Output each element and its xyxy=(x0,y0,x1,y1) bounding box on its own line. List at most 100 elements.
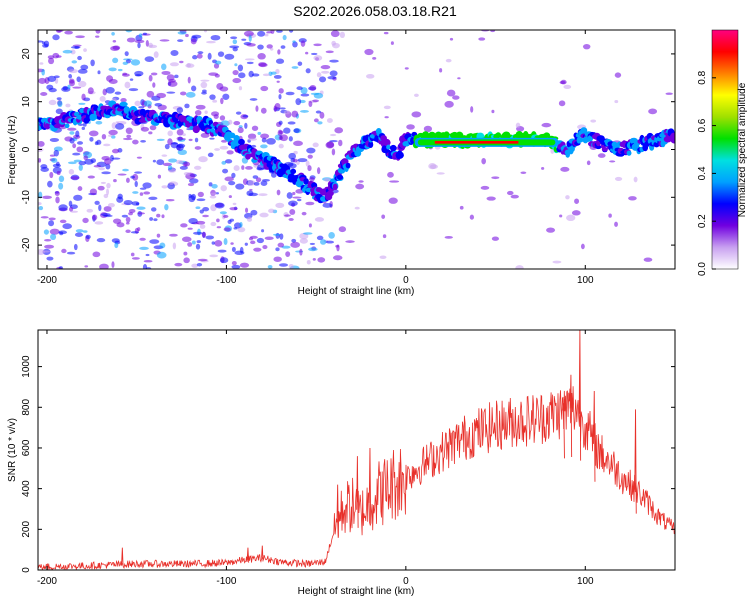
spectrogram-blob xyxy=(134,180,138,188)
spectrogram-blob xyxy=(149,125,157,131)
spectrogram-blob xyxy=(278,143,284,149)
spectrogram-ridge-cell xyxy=(64,123,70,129)
spectrogram-blob xyxy=(82,217,89,224)
spectrogram-ridge-cell xyxy=(577,137,584,143)
spectrogram-blob xyxy=(191,34,202,39)
spectrogram-blob xyxy=(280,45,286,49)
spectrogram-blob xyxy=(107,203,115,208)
spectrogram-blob xyxy=(159,39,170,42)
spectrogram-ytick-label: -20 xyxy=(21,237,32,252)
spectrogram-blob xyxy=(101,171,111,175)
spectrogram-xtick-label: 100 xyxy=(577,275,594,286)
spectrogram-ridge-cell xyxy=(228,132,236,139)
spectrogram-blob xyxy=(111,157,121,160)
spectrogram-blob xyxy=(288,136,293,142)
snr-spike xyxy=(356,456,359,528)
spectrogram-blob xyxy=(308,100,313,107)
spectrogram-blob xyxy=(633,176,638,183)
spectrogram-blob xyxy=(112,57,119,64)
spectrogram-ridge-cell xyxy=(395,151,404,159)
spectrogram-blob xyxy=(251,73,260,77)
snr-spike xyxy=(634,409,637,514)
spectrogram-blob xyxy=(85,234,91,239)
spectrogram-blob xyxy=(307,154,313,159)
spectrogram-blob xyxy=(326,118,333,123)
spectrogram-blob xyxy=(80,64,89,70)
spectrogram-blob xyxy=(230,242,234,245)
spectrogram-blob xyxy=(38,158,42,163)
spectrogram-blob xyxy=(183,171,190,176)
spectrogram-blob xyxy=(76,146,84,153)
spectrogram-blob xyxy=(209,254,219,258)
spectrogram-blob xyxy=(296,198,302,202)
spectrogram-blob xyxy=(46,84,54,90)
spectrogram-blob xyxy=(312,99,319,103)
spectrogram-blob xyxy=(339,31,346,39)
spectrogram-blob xyxy=(185,33,189,38)
spectrogram-blob xyxy=(358,180,364,183)
spectrogram-blob xyxy=(323,178,331,182)
spectrogram-blob xyxy=(122,137,133,141)
spectrogram-blob xyxy=(114,91,122,95)
spectrogram-blob xyxy=(144,56,155,62)
spectrogram-blob xyxy=(124,51,129,57)
spectrogram-blob xyxy=(191,263,199,268)
spectrogram-blob xyxy=(132,173,139,181)
spectrogram-blob xyxy=(70,49,76,55)
spectrogram-blob xyxy=(229,45,240,49)
spectrogram-xtick-label: -100 xyxy=(216,275,236,286)
spectrogram-blob xyxy=(257,44,264,50)
spectrogram-blob xyxy=(58,175,65,183)
spectrogram-blob xyxy=(169,182,174,185)
spectrogram-blob xyxy=(228,195,232,199)
spectrogram-ridge-cell xyxy=(390,147,396,152)
spectrogram-blob xyxy=(110,45,120,51)
spectrogram-blob xyxy=(145,39,149,47)
spectrogram-blob xyxy=(108,67,117,72)
spectrogram-blob xyxy=(225,159,233,164)
spectrogram-blob xyxy=(267,264,273,269)
spectrogram-blob xyxy=(296,86,303,91)
spectrogram-blob xyxy=(125,221,130,225)
spectrogram-blob xyxy=(414,93,419,97)
spectrogram-blob xyxy=(161,154,168,157)
spectrogram-blob xyxy=(559,214,563,218)
spectrogram-blob xyxy=(251,144,257,148)
spectrogram-xtick-label: -200 xyxy=(37,275,57,286)
spectrogram-blob xyxy=(266,138,276,145)
spectrogram-blob xyxy=(309,85,317,91)
spectrogram-blob xyxy=(130,175,135,179)
spectrogram-blob xyxy=(142,32,147,36)
spectrogram-blob xyxy=(308,247,318,252)
spectrogram-blob xyxy=(69,206,74,212)
spectrogram-blob xyxy=(235,111,242,115)
spectrogram-ridge-cell xyxy=(587,135,594,142)
spectrogram-blob xyxy=(41,68,45,76)
spectrogram-marks xyxy=(38,30,675,269)
spectrogram-blob xyxy=(185,91,196,98)
spectrogram-blob xyxy=(210,221,217,227)
spectrogram-blob xyxy=(336,244,340,252)
spectrogram-blob xyxy=(329,59,339,63)
spectrogram-blob xyxy=(52,34,60,41)
spectrogram-blob xyxy=(66,251,76,255)
spectrogram-blob xyxy=(329,133,337,137)
spectrogram-blob xyxy=(199,224,206,229)
spectrogram-blob xyxy=(565,195,570,200)
spectrogram-blob xyxy=(330,30,340,38)
spectrogram-blob xyxy=(58,182,64,190)
spectrogram-blob xyxy=(383,105,391,110)
spectrogram-blob xyxy=(146,90,155,98)
spectrogram-ytick-label: 10 xyxy=(21,96,32,108)
spectrogram-blob xyxy=(138,106,145,109)
spectrogram-blob xyxy=(284,214,291,217)
snr-xtick-label: 100 xyxy=(577,576,594,587)
spectrogram-blob xyxy=(299,238,308,244)
spectrogram-blob xyxy=(156,251,167,259)
spectrogram-blob xyxy=(224,53,235,60)
spectrogram-blob xyxy=(275,58,285,64)
spectrogram-blob xyxy=(129,78,134,81)
spectrogram-blob xyxy=(207,152,214,158)
spectrogram-blob xyxy=(89,136,94,142)
spectrogram-blob xyxy=(40,216,49,219)
